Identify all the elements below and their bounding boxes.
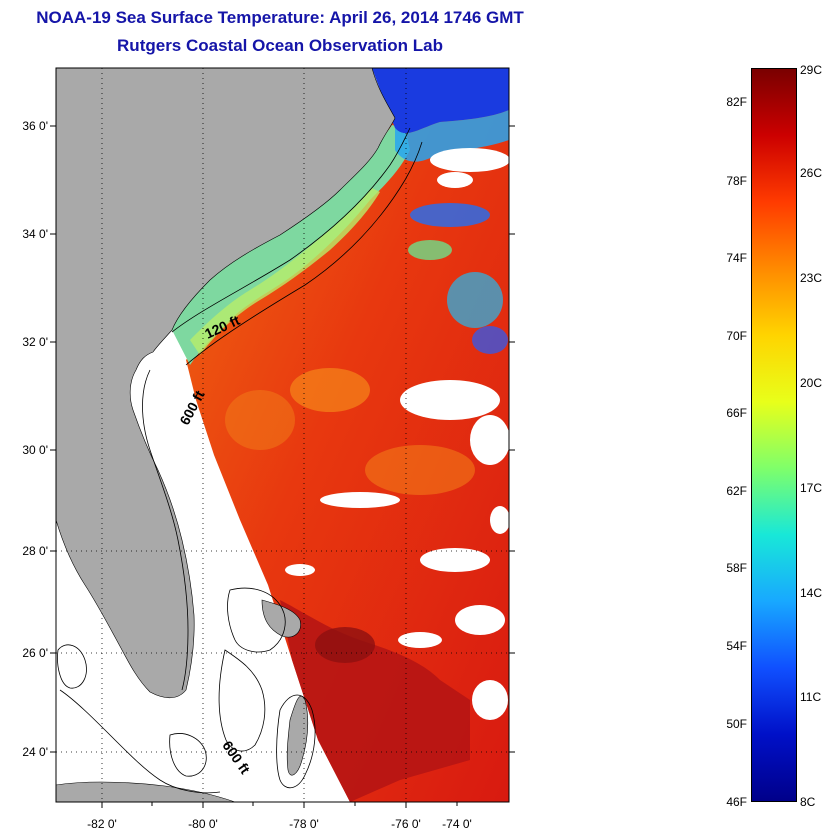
colorbar-f-label: 82F bbox=[726, 95, 747, 109]
colorbar-f-label: 46F bbox=[726, 795, 747, 809]
lat-label: 28 0' bbox=[22, 544, 48, 558]
warm-patch bbox=[365, 445, 475, 495]
colorbar-f-label: 62F bbox=[726, 484, 747, 498]
lat-label: 32 0' bbox=[22, 335, 48, 349]
cold-patch bbox=[472, 326, 508, 354]
warm-patch bbox=[290, 368, 370, 412]
temperature-colorbar bbox=[751, 68, 797, 802]
colorbar-c-label: 23C bbox=[800, 271, 823, 285]
lon-label: -74 0' bbox=[442, 817, 472, 831]
warm-patch bbox=[225, 390, 295, 450]
lon-label: -78 0' bbox=[289, 817, 319, 831]
colorbar-f-label: 58F bbox=[726, 561, 747, 575]
colorbar-c-label: 20C bbox=[800, 376, 823, 390]
axis-ticks bbox=[50, 125, 515, 808]
shelf-water-inner bbox=[190, 188, 380, 355]
map-title: NOAA-19 Sea Surface Temperature: April 2… bbox=[36, 8, 524, 27]
colorbar-f-label: 66F bbox=[726, 406, 747, 420]
lat-label: 26 0' bbox=[22, 646, 48, 660]
lon-label: -76 0' bbox=[391, 817, 421, 831]
lat-label: 24 0' bbox=[22, 745, 48, 759]
colorbar-c-label: 26C bbox=[800, 166, 823, 180]
colorbar-c-label: 14C bbox=[800, 586, 823, 600]
map-subtitle: Rutgers Coastal Ocean Observation Lab bbox=[117, 36, 443, 55]
cold-water bbox=[372, 68, 509, 134]
map-area: 600 ft 120 ft 600 ft bbox=[56, 68, 509, 802]
graticule bbox=[56, 68, 509, 802]
cloud-gaps bbox=[285, 148, 509, 720]
colorbar-c-label: 29C bbox=[800, 63, 823, 77]
land-bahamas bbox=[286, 695, 309, 776]
lat-label: 36 0' bbox=[22, 119, 48, 133]
colorbar-c-label: 17C bbox=[800, 481, 823, 495]
cold-water-edge bbox=[395, 110, 509, 162]
colorbar-f-label: 74F bbox=[726, 251, 747, 265]
cold-patch bbox=[447, 272, 503, 328]
colorbar-f-label: 78F bbox=[726, 174, 747, 188]
lon-label: -82 0' bbox=[87, 817, 117, 831]
cool-patch bbox=[408, 240, 452, 260]
colorbar-f-label: 50F bbox=[726, 717, 747, 731]
colorbar-f-label: 54F bbox=[726, 639, 747, 653]
colorbar-f-label: 70F bbox=[726, 329, 747, 343]
colorbar-c-label: 11C bbox=[800, 690, 822, 704]
land-cuba bbox=[56, 781, 236, 802]
lat-label: 34 0' bbox=[22, 227, 48, 241]
land-bahamas-north bbox=[261, 599, 301, 638]
lat-label: 30 0' bbox=[22, 443, 48, 457]
gulf-stream-core bbox=[315, 627, 375, 663]
bathymetry-contours bbox=[57, 127, 423, 794]
colorbar-c-label: 8C bbox=[800, 795, 816, 809]
map-frame bbox=[55, 67, 510, 803]
cold-patch bbox=[410, 203, 490, 227]
lon-label: -80 0' bbox=[188, 817, 218, 831]
land-us bbox=[56, 68, 396, 699]
